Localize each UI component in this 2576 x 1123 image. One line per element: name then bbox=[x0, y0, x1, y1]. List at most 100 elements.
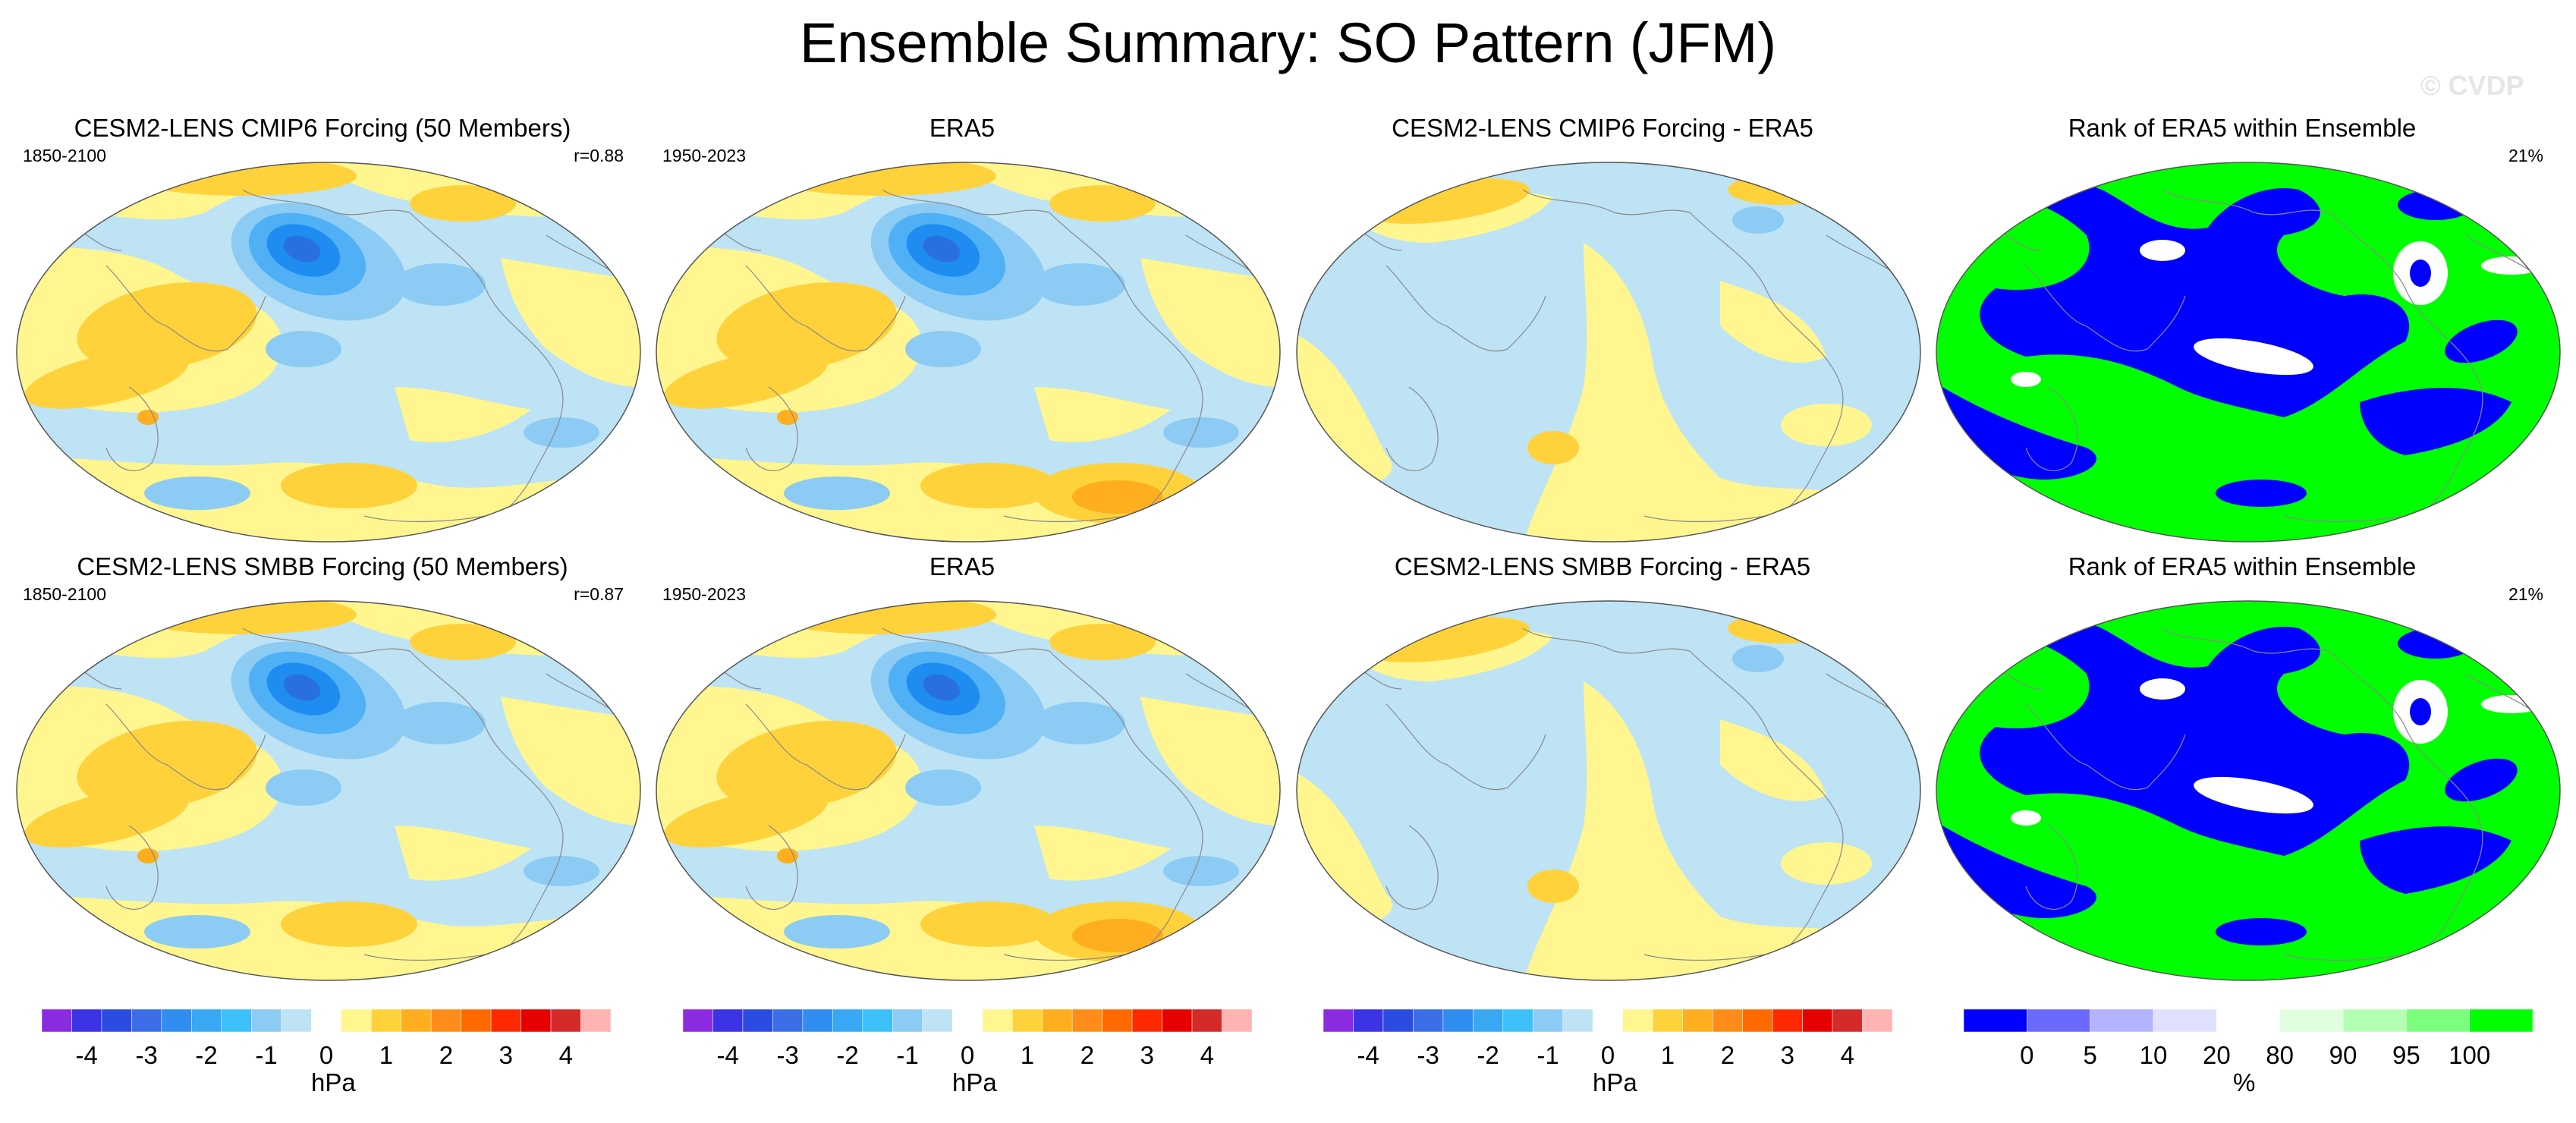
colorbar-tick-label: 95 bbox=[2392, 1041, 2420, 1069]
colorbar-tick-label: 2 bbox=[1721, 1041, 1735, 1069]
south-atlantic-low bbox=[524, 417, 599, 448]
colorbar-bin bbox=[1102, 1008, 1133, 1033]
panel-title: CESM2-LENS SMBB Forcing (50 Members) bbox=[77, 552, 568, 580]
colorbar-bin bbox=[982, 1008, 1013, 1033]
colorbar-tick-label: 5 bbox=[2083, 1041, 2096, 1069]
colorbar-bin bbox=[2406, 1008, 2470, 1033]
colorbar-unit-label: hPa bbox=[952, 1068, 997, 1096]
robinson-map bbox=[16, 600, 641, 981]
coastline bbox=[745, 703, 906, 791]
coastline bbox=[2329, 650, 2483, 955]
colorbar-bin bbox=[580, 1008, 612, 1033]
south-atlantic-low bbox=[1163, 856, 1239, 886]
coastline bbox=[2162, 628, 2330, 654]
north-pacific-low-core bbox=[283, 674, 321, 701]
colorbar-tick-label: 1 bbox=[379, 1041, 393, 1069]
arctic-positive bbox=[1728, 175, 1834, 205]
colorbar-bin bbox=[892, 1008, 923, 1033]
southern-ocean-high bbox=[281, 463, 417, 508]
low-rank-south-atlantic bbox=[2360, 388, 2512, 455]
americas-positive bbox=[1720, 719, 1826, 801]
robinson-map bbox=[16, 162, 641, 543]
americas-positive bbox=[501, 258, 640, 387]
colorbar-tick-label: 90 bbox=[2329, 1041, 2357, 1069]
coastline bbox=[363, 954, 486, 961]
colorbar: -4 -3 -2 -1 0 1 2 3 4 hPa bbox=[682, 1008, 1290, 1123]
period-label: 1850-2100 bbox=[23, 584, 106, 604]
robinson-map bbox=[656, 162, 1281, 543]
colorbar-tick-label: 1 bbox=[1021, 1041, 1034, 1069]
south-pacific-positive-core bbox=[1527, 431, 1579, 464]
colorbar-tick-label: -4 bbox=[1357, 1041, 1379, 1069]
coastline bbox=[409, 650, 564, 955]
panel-title: CESM2-LENS CMIP6 Forcing - ERA5 bbox=[1392, 114, 1813, 142]
coastline bbox=[1386, 825, 1439, 910]
coastline bbox=[2025, 703, 2186, 791]
colorbar-bin bbox=[1191, 1008, 1222, 1033]
colorbar-tick-label: 3 bbox=[499, 1041, 513, 1069]
colorbar-tick-label: 3 bbox=[1140, 1041, 1154, 1069]
colorbar-bin bbox=[1832, 1008, 1863, 1033]
colorbar-bin bbox=[2153, 1008, 2217, 1033]
coastline bbox=[1689, 212, 1844, 517]
coastline bbox=[2283, 954, 2406, 961]
map-panel-model: CESM2-LENS SMBB Forcing (50 Members) 1850… bbox=[8, 552, 641, 985]
tropical-pacific-low bbox=[266, 769, 341, 806]
mid-rank-indian bbox=[2011, 810, 2041, 826]
low-rank-southern bbox=[2216, 480, 2307, 507]
colorbar-tick-label: 100 bbox=[2449, 1041, 2490, 1069]
coastline bbox=[105, 703, 266, 791]
colorbar-bin bbox=[1622, 1008, 1653, 1033]
north-america-low bbox=[1034, 702, 1125, 744]
mid-rank-indian bbox=[2011, 372, 2041, 387]
colorbar-tick-label: -1 bbox=[1536, 1041, 1558, 1069]
north-america-negative bbox=[1732, 206, 1784, 234]
colorbar-svg: -4 -3 -2 -1 0 1 2 3 4 bbox=[682, 1008, 1253, 1069]
colorbar: -4 -3 -2 -1 0 1 2 3 4 hPa bbox=[41, 1008, 649, 1123]
colorbar-unit-label: % bbox=[2233, 1068, 2256, 1096]
southern-ocean-high bbox=[920, 463, 1057, 508]
colorbar-bin bbox=[550, 1008, 581, 1033]
panel-title: Rank of ERA5 within Ensemble bbox=[2068, 552, 2417, 580]
robinson-map bbox=[1296, 600, 1921, 981]
colorbar-tick-label: -1 bbox=[255, 1041, 277, 1069]
coastline bbox=[1185, 673, 1255, 712]
south-atlantic-low bbox=[1163, 417, 1239, 448]
south-atlantic-low bbox=[524, 856, 599, 886]
coastline bbox=[546, 673, 615, 712]
south-atlantic-high-core bbox=[1072, 480, 1163, 514]
coastline bbox=[1049, 650, 1203, 955]
colorbar-tick-label: 10 bbox=[2140, 1041, 2168, 1069]
coastline bbox=[1643, 954, 1766, 961]
colorbar-bin bbox=[1862, 1008, 1893, 1033]
colorbar-bin bbox=[1963, 1008, 2027, 1033]
panel-title: ERA5 bbox=[929, 552, 995, 580]
colorbar-bin bbox=[1042, 1008, 1073, 1033]
colorbar-bin bbox=[311, 1008, 341, 1033]
colorbar-bin bbox=[490, 1008, 521, 1033]
low-rank-east bbox=[2445, 319, 2518, 363]
coastline bbox=[2283, 515, 2406, 523]
low-rank-north-america-core bbox=[2410, 698, 2431, 725]
colorbar-bin bbox=[832, 1008, 863, 1033]
south-pacific-positive bbox=[1034, 826, 1171, 881]
south-pacific-positive bbox=[1034, 387, 1171, 442]
north-pacific-low-core bbox=[923, 674, 961, 701]
panel-title: CESM2-LENS SMBB Forcing - ERA5 bbox=[1394, 552, 1811, 580]
colorbar-bin bbox=[1802, 1008, 1833, 1033]
colorbar-bin bbox=[2342, 1008, 2407, 1033]
colorbar-bin bbox=[952, 1008, 983, 1033]
coastline bbox=[1386, 386, 1439, 471]
colorbar-bin bbox=[161, 1008, 192, 1033]
coastline bbox=[1643, 515, 1766, 523]
colorbar-bin bbox=[1593, 1008, 1623, 1033]
americas-positive bbox=[1720, 281, 1826, 363]
colorbar-bin bbox=[281, 1008, 312, 1033]
colorbar-tick-label: -4 bbox=[717, 1041, 739, 1069]
coastline bbox=[2162, 189, 2330, 215]
coastline bbox=[105, 265, 266, 352]
pacific-positive-band bbox=[1523, 243, 1842, 542]
colorbar-tick-label: 20 bbox=[2203, 1041, 2231, 1069]
colorbar-tick-label: 2 bbox=[1080, 1041, 1094, 1069]
colorbar-bin bbox=[71, 1008, 102, 1033]
